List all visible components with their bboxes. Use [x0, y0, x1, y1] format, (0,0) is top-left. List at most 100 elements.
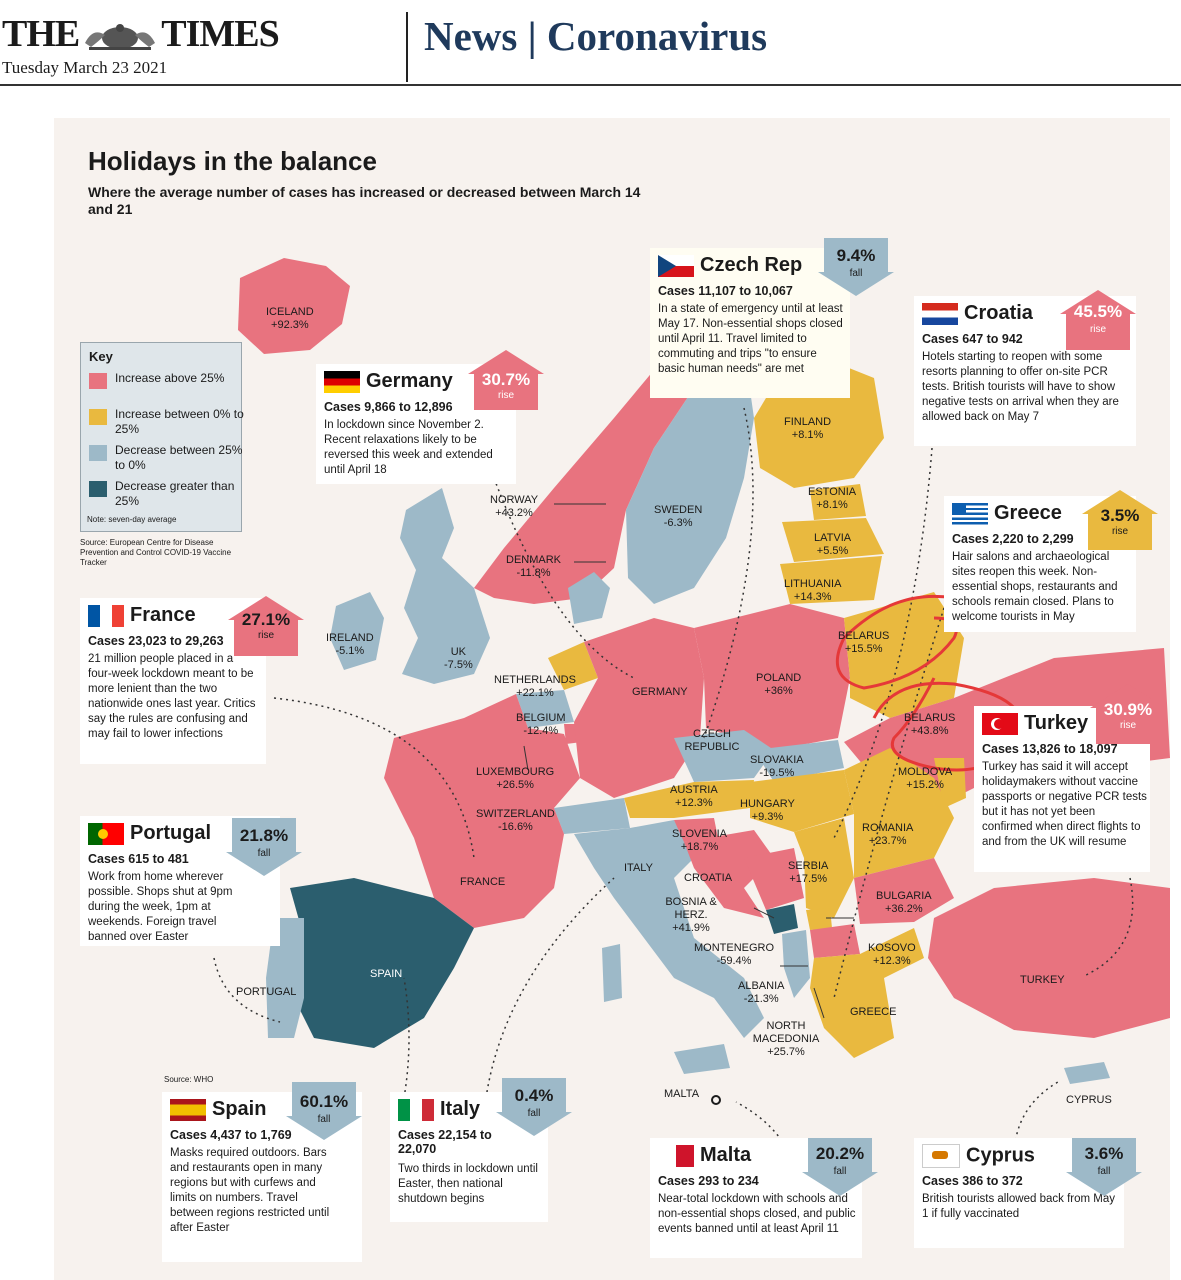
box-cases: Cases 9,866 to 12,896 — [324, 400, 453, 414]
malta-marker — [711, 1095, 721, 1105]
section-title: News | Coronavirus — [424, 13, 768, 59]
label-latvia: LATVIA +5.5% — [814, 532, 852, 557]
box-title: Germany — [366, 370, 453, 392]
czech-shape — [674, 730, 774, 782]
germany-shape — [574, 618, 704, 798]
france-rise-arrow: 27.1% rise — [228, 596, 304, 656]
portugal-flag-icon — [88, 822, 124, 845]
denmark-shape — [568, 572, 610, 624]
sardinia-shape — [602, 944, 622, 1002]
label-france: FRANCE — [460, 876, 506, 888]
label-bosnia: BOSNIA & HERZ. +41.9% — [665, 896, 717, 934]
slovenia-shape — [674, 818, 718, 842]
box-cases: Cases 13,826 to 18,097 — [982, 742, 1118, 756]
legend-title: Key — [89, 349, 113, 364]
info-box-czech: Czech Rep Cases 11,107 to 10,067 In a st… — [650, 248, 850, 398]
box-title: Croatia — [964, 302, 1033, 324]
hungary-shape — [750, 770, 854, 832]
croatia-rise-arrow: 45.5% rise — [1060, 290, 1136, 350]
label-slovenia: SLOVENIA +18.7% — [672, 828, 728, 853]
label-lithuania: LITHUANIA +14.3% — [784, 578, 842, 603]
uk-shape — [400, 488, 490, 684]
label-croatia: CROATIA — [684, 872, 733, 884]
box-description: Hair salons and archaeological sites reo… — [952, 551, 1118, 623]
box-title: Malta — [700, 1144, 752, 1166]
masthead-divider — [406, 12, 408, 82]
box-cases: Cases 647 to 942 — [922, 332, 1023, 346]
box-description: British tourists allowed back from May 1… — [922, 1193, 1116, 1220]
sicily-shape — [674, 1044, 730, 1074]
label-czech-republic: CZECH REPUBLIC — [684, 728, 740, 753]
iceland-shape — [238, 258, 350, 354]
box-description: Hotels starting to reopen with some reso… — [922, 351, 1119, 423]
label-norway: NORWAY +43.2% — [490, 494, 539, 519]
legend-swatch — [89, 481, 107, 497]
newspaper-logo: THE TIMES — [2, 12, 280, 56]
bosnia-shape — [744, 848, 804, 910]
box-title: Portugal — [130, 822, 212, 844]
cyprus-flag-icon — [922, 1144, 960, 1168]
label-portugal: PORTUGAL — [236, 986, 297, 998]
box-title: France — [130, 604, 196, 626]
label-ireland: IRELAND -5.1% — [326, 632, 374, 657]
albania-shape — [782, 930, 810, 998]
box-description: In a state of emergency until at least M… — [658, 303, 843, 375]
romania-shape — [844, 748, 954, 878]
masthead: THE TIMES Tuesday March 23 2021 News | C… — [0, 0, 1181, 86]
box-title: Czech Rep — [700, 254, 803, 276]
box-title: Cyprus — [966, 1144, 1035, 1167]
label-estonia: ESTONIA +8.1% — [808, 486, 857, 511]
croatia-shape — [684, 830, 774, 918]
label-moldova: MOLDOVA +15.2% — [898, 766, 953, 791]
crest-icon — [85, 24, 156, 51]
label-austria: AUSTRIA +12.3% — [670, 784, 718, 809]
box-cases: Cases 11,107 to 10,067 — [658, 284, 793, 298]
serbia-shape — [794, 818, 854, 918]
label-malta: MALTA — [664, 1088, 700, 1100]
infographic-title: Holidays in the balance — [88, 146, 377, 176]
publication-date: Tuesday March 23 2021 — [2, 58, 168, 77]
label-belarus-south: BELARUS +43.8% — [904, 712, 956, 737]
turkey-rise-arrow: 30.9% rise — [1090, 684, 1166, 744]
switzerland-shape — [554, 798, 630, 834]
label-cyprus: CYPRUS — [1066, 1094, 1112, 1106]
legend-note: Note: seven-day average — [87, 515, 177, 524]
greece-shape — [810, 928, 924, 1058]
austria-shape — [624, 780, 754, 818]
label-netherlands: NETHERLANDS +22.1% — [494, 674, 576, 699]
portugal-shape — [266, 918, 304, 1038]
label-hungary: HUNGARY +9.3% — [740, 798, 795, 823]
box-title: Italy — [440, 1098, 481, 1120]
legend-label: Decrease between 25% to 0% — [115, 443, 243, 472]
label-finland: FINLAND +8.1% — [784, 416, 832, 441]
label-bulgaria: BULGARIA +36.2% — [876, 890, 932, 915]
label-serbia: SERBIA +17.5% — [788, 860, 829, 885]
italy-flag-icon — [398, 1098, 434, 1121]
czech-flag-icon — [658, 254, 694, 277]
box-cases: Cases 615 to 481 — [88, 852, 189, 866]
legend-swatch — [89, 373, 107, 389]
legend: Key Increase above 25% Increase between … — [80, 342, 244, 532]
label-belgium: BELGIUM -12.4% — [516, 712, 566, 737]
label-romania: ROMANIA +23.7% — [862, 822, 914, 847]
montenegro-shape — [766, 904, 798, 934]
croatia-flag-icon — [922, 302, 958, 325]
spain-shape — [290, 878, 474, 1048]
label-albania: ALBANIA -21.3% — [738, 980, 785, 1005]
box-title: Spain — [212, 1098, 267, 1120]
legend-label: Increase between 0% to 25% — [115, 407, 244, 436]
box-cases: Cases 4,437 to 1,769 — [170, 1128, 292, 1142]
label-italy: ITALY — [624, 862, 653, 874]
ireland-shape — [330, 592, 384, 670]
label-denmark: DENMARK -11.8% — [506, 554, 562, 579]
spain-flag-icon — [170, 1098, 206, 1121]
cyprus-fall-arrow: 3.6% fall — [1066, 1138, 1142, 1198]
box-title: Turkey — [1024, 712, 1089, 734]
source-who: Source: WHO — [164, 1075, 214, 1084]
legend-swatch — [89, 409, 107, 425]
sweden-shape — [626, 348, 754, 604]
logo-text-left: THE — [2, 13, 80, 55]
legend-label: Increase above 25% — [115, 371, 225, 385]
label-uk: UK -7.5% — [444, 646, 473, 671]
malta-flag-icon — [658, 1144, 694, 1167]
